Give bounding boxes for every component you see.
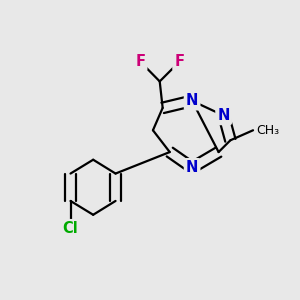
Text: CH₃: CH₃ <box>256 124 279 137</box>
Text: N: N <box>218 108 230 123</box>
Text: N: N <box>186 93 198 108</box>
Text: N: N <box>186 160 198 175</box>
Text: Cl: Cl <box>63 221 78 236</box>
Text: F: F <box>174 54 184 69</box>
Text: F: F <box>135 54 145 69</box>
